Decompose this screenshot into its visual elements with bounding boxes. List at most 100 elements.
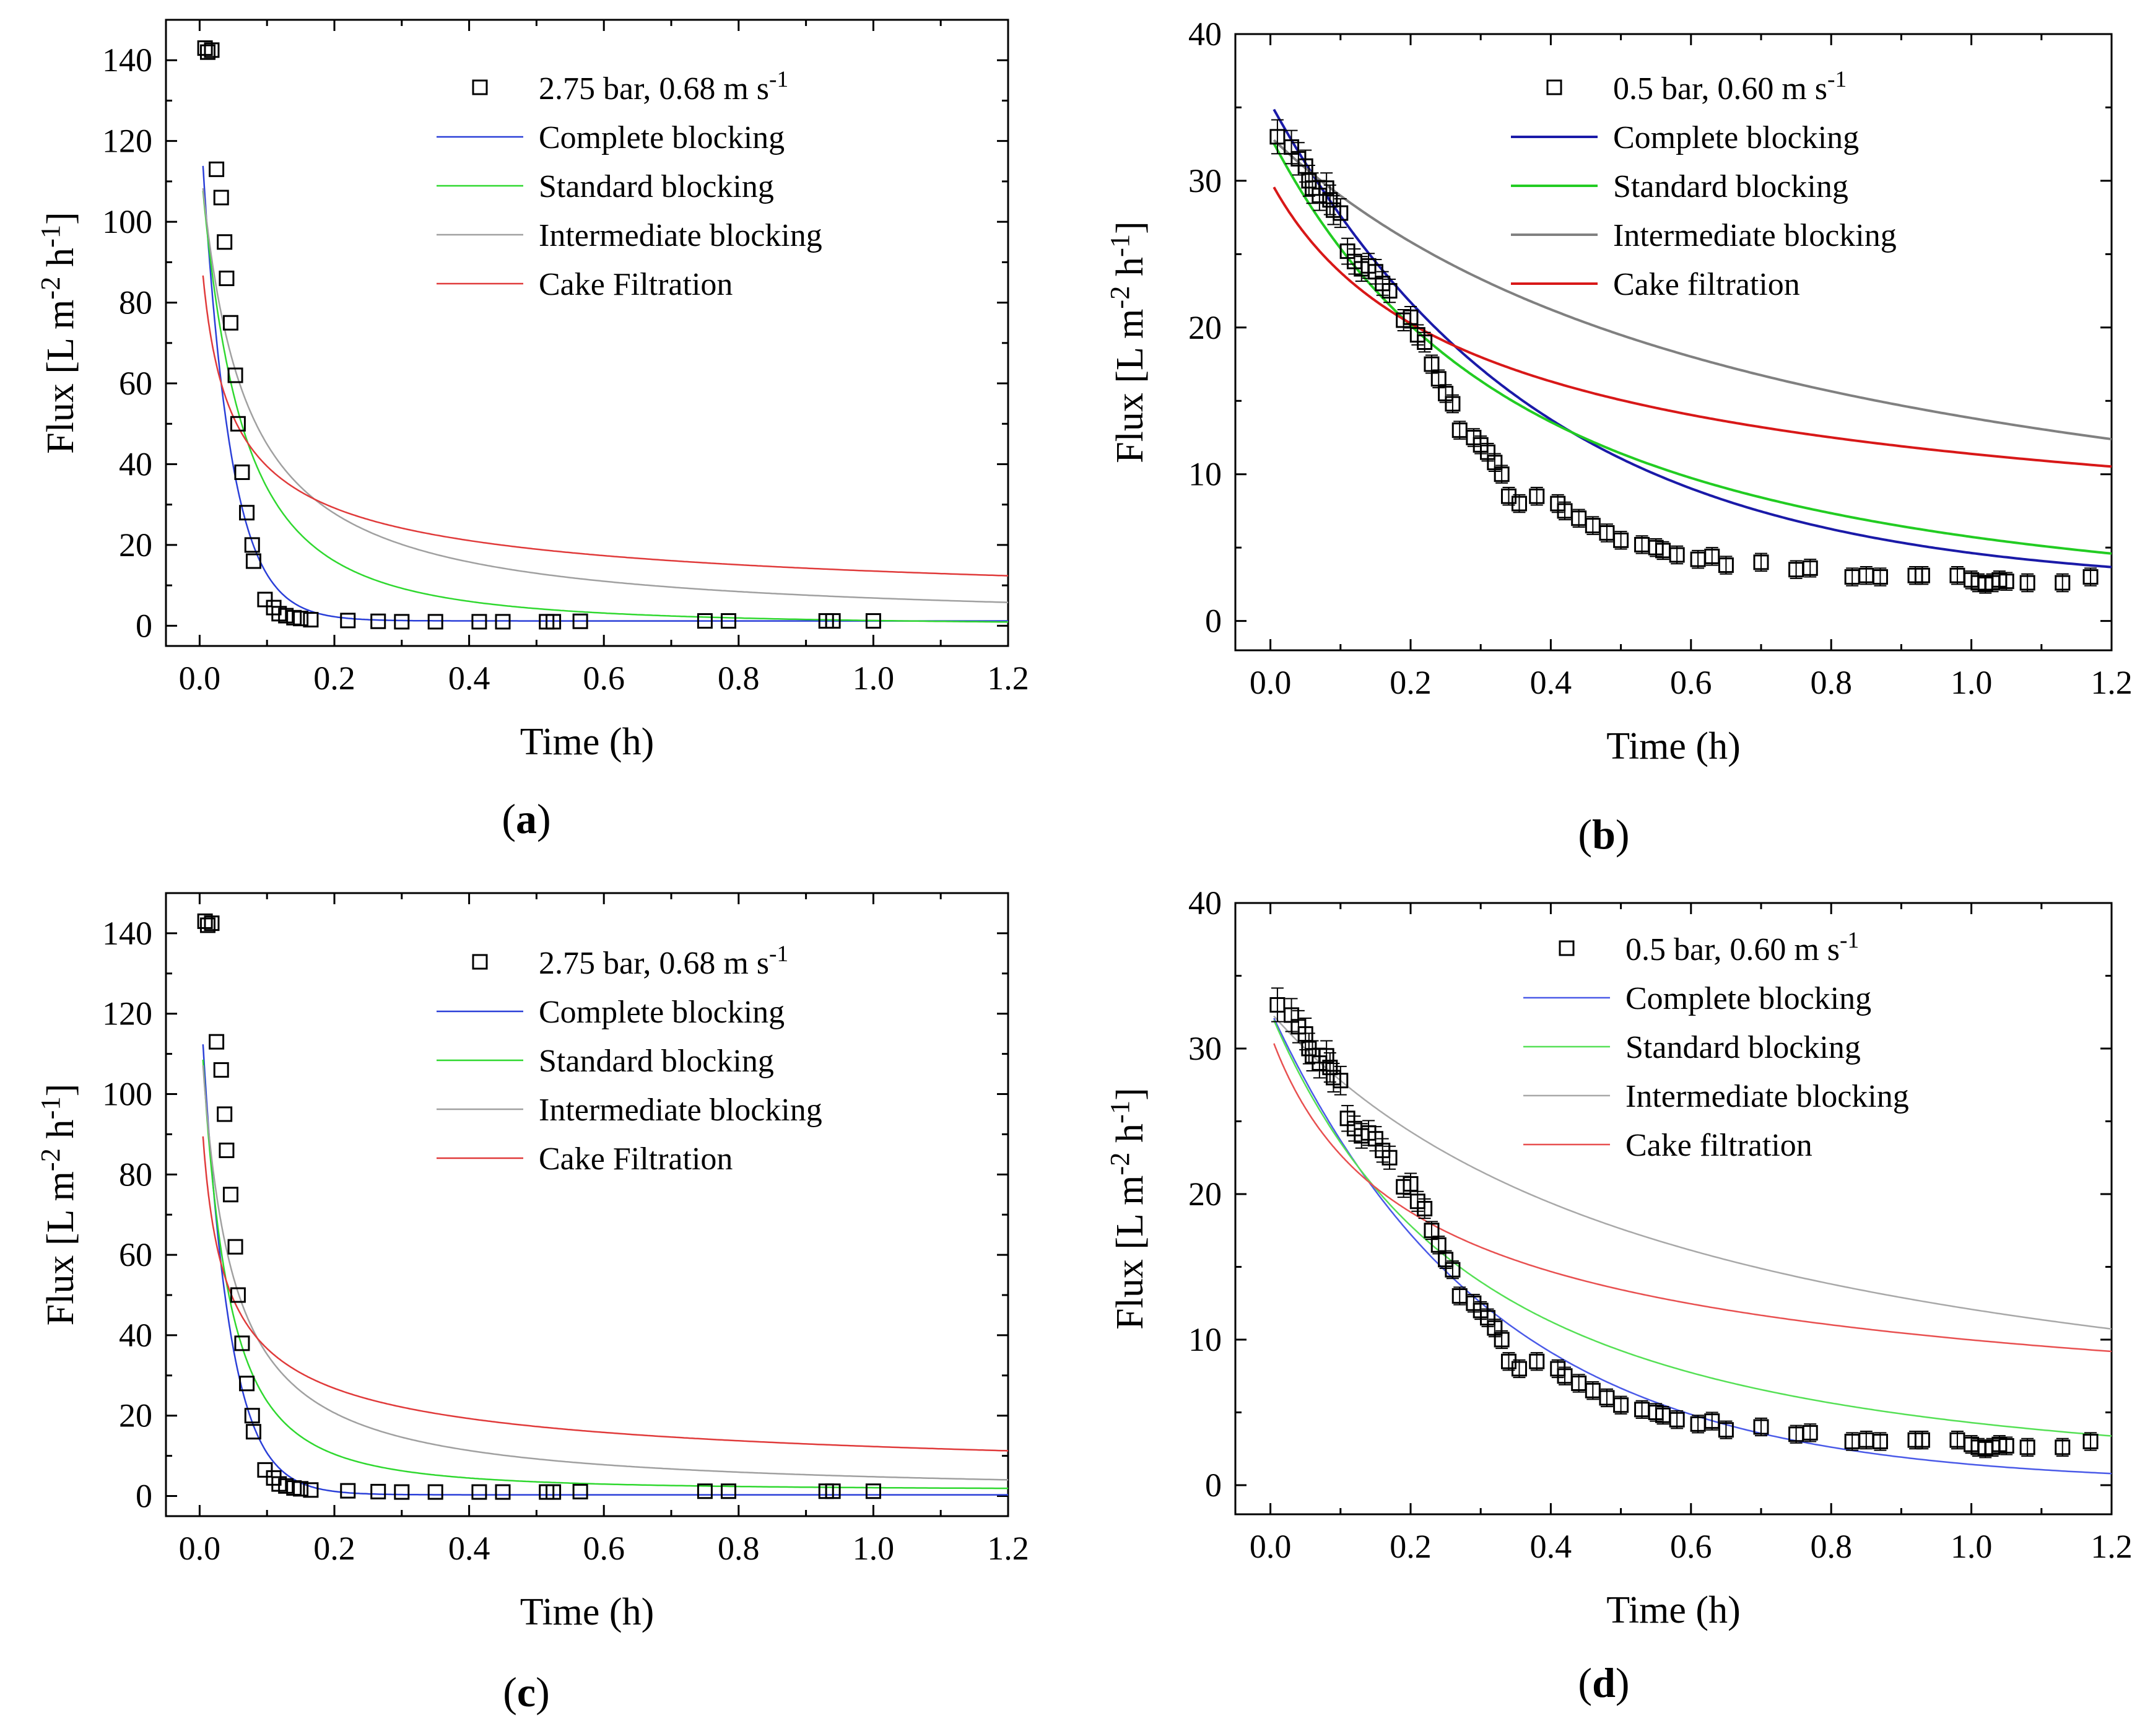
data-point xyxy=(2019,1439,2035,1455)
chart-panel-b: 0.0 0.2 0.4 0.6 0.8 1.0 1.2 0 10 20 30 40 Time (h) Fl… xyxy=(1104,15,2132,858)
data-point xyxy=(1669,547,1685,563)
data-point xyxy=(2055,1439,2071,1455)
data-point xyxy=(213,1062,229,1078)
y-tick-label: 30 xyxy=(1188,1030,1222,1067)
x-tick-label: 0.2 xyxy=(1390,664,1432,701)
x-tick-label: 0.6 xyxy=(583,660,625,697)
data-point xyxy=(1333,1073,1349,1089)
data-point xyxy=(230,1287,246,1303)
y-tick-label: 40 xyxy=(119,1317,152,1354)
legend-label-data: 0.5 bar, 0.60 m s-1 xyxy=(1625,928,1859,967)
data-point xyxy=(219,1142,235,1158)
data-point xyxy=(234,1335,250,1351)
fit-curve-cake xyxy=(202,275,1008,577)
data-point xyxy=(1318,1048,1334,1064)
data-point xyxy=(293,611,309,627)
y-tick-label: 140 xyxy=(102,915,152,952)
data-point xyxy=(230,416,246,432)
legend-label-complete: Complete blocking xyxy=(539,995,785,1030)
data-point xyxy=(2082,569,2099,585)
data-point xyxy=(293,1481,309,1497)
data-point xyxy=(1494,466,1510,482)
y-tick-label: 20 xyxy=(1188,1176,1222,1213)
data-point xyxy=(1669,1411,1685,1428)
legend-label-cake: Cake Filtration xyxy=(539,1141,733,1177)
data-point xyxy=(278,1478,294,1494)
data-point xyxy=(370,613,386,629)
x-tick-label: 0.8 xyxy=(1810,664,1852,701)
y-tick-label: 60 xyxy=(119,1236,152,1273)
legend-label-cake: Cake filtration xyxy=(1613,267,1800,302)
data-point xyxy=(1269,129,1286,145)
data-point xyxy=(370,1483,386,1499)
panel-caption: (b) xyxy=(1578,811,1629,858)
x-tick-label: 0.4 xyxy=(1530,664,1572,701)
data-point xyxy=(213,190,229,206)
data-point xyxy=(1381,283,1398,299)
y-axis-title: Flux [L m-2 h-1] xyxy=(35,212,82,454)
x-tick-label: 1.2 xyxy=(2091,664,2132,701)
data-point xyxy=(303,1482,319,1498)
data-point xyxy=(825,1483,841,1499)
data-point xyxy=(1494,1332,1510,1348)
plot-frame xyxy=(1234,902,2113,1516)
x-tick-label: 0.6 xyxy=(1670,664,1712,701)
data-point xyxy=(427,614,443,630)
y-axis-title: Flux [L m-2 h-1] xyxy=(35,1084,82,1326)
y-axis-title: Flux [L m-2 h-1] xyxy=(1104,1088,1151,1330)
x-tick-label: 1.2 xyxy=(987,660,1029,697)
x-tick-label: 0.8 xyxy=(718,1530,760,1567)
y-tick-label: 10 xyxy=(1188,456,1222,493)
legend-label-data: 2.75 bar, 0.68 m s-1 xyxy=(539,941,788,981)
y-tick-label: 20 xyxy=(119,526,152,564)
data-point xyxy=(1417,334,1433,350)
data-point xyxy=(1753,554,1769,570)
data-point xyxy=(222,315,238,331)
y-tick-label: 80 xyxy=(119,1156,152,1193)
y-tick-label: 30 xyxy=(1188,162,1222,199)
data-point xyxy=(209,161,225,177)
panel-caption: (d) xyxy=(1578,1659,1629,1706)
y-tick-label: 80 xyxy=(119,284,152,321)
data-point xyxy=(257,591,273,608)
data-point xyxy=(204,915,220,931)
plot-frame xyxy=(165,19,1009,647)
data-point xyxy=(1998,574,2014,590)
legend: 2.75 bar, 0.68 m s-1 Complete blocking Sta… xyxy=(437,67,822,302)
legend-label-intermediate: Intermediate blocking xyxy=(1613,218,1897,253)
data-point xyxy=(697,1483,713,1499)
data-point xyxy=(1872,1434,1888,1449)
data-point xyxy=(234,465,250,481)
fit-curve-standard xyxy=(202,191,1008,623)
x-tick-label: 0.8 xyxy=(718,660,760,697)
legend-marker-data xyxy=(472,79,488,95)
data-point xyxy=(427,1484,443,1500)
fit-curve-intermediate xyxy=(202,1065,1008,1481)
fit-curve-standard xyxy=(1273,1020,2112,1437)
x-axis-title: Time (h) xyxy=(1606,725,1740,767)
data-point xyxy=(303,612,319,628)
data-point xyxy=(1322,1060,1338,1076)
data-point xyxy=(865,613,881,629)
data-point xyxy=(245,1424,261,1440)
data-point xyxy=(1529,488,1545,504)
legend-label-cake: Cake Filtration xyxy=(539,267,733,302)
data-point xyxy=(1718,557,1734,574)
data-point xyxy=(227,1239,243,1255)
y-tick-label: 40 xyxy=(1188,884,1222,922)
x-tick-label: 0.4 xyxy=(1530,1528,1572,1565)
x-tick-label: 1.0 xyxy=(1951,664,1993,701)
legend: 0.5 bar, 0.60 m s-1 Complete blocking Stan… xyxy=(1511,67,1897,302)
panel-caption: (a) xyxy=(502,795,550,842)
fit-curve-cake xyxy=(1273,186,2112,468)
fit-curve-intermediate xyxy=(1273,1016,2112,1330)
data-point xyxy=(1445,1262,1461,1278)
data-point xyxy=(245,553,261,569)
x-tick-label: 0.0 xyxy=(179,1530,221,1567)
legend-marker-data xyxy=(1546,79,1562,95)
x-tick-label: 0.2 xyxy=(313,1530,355,1567)
data-point xyxy=(546,614,562,630)
data-point xyxy=(697,613,713,629)
x-tick-label: 0.6 xyxy=(583,1530,625,1567)
x-axis-title: Time (h) xyxy=(520,1591,654,1633)
